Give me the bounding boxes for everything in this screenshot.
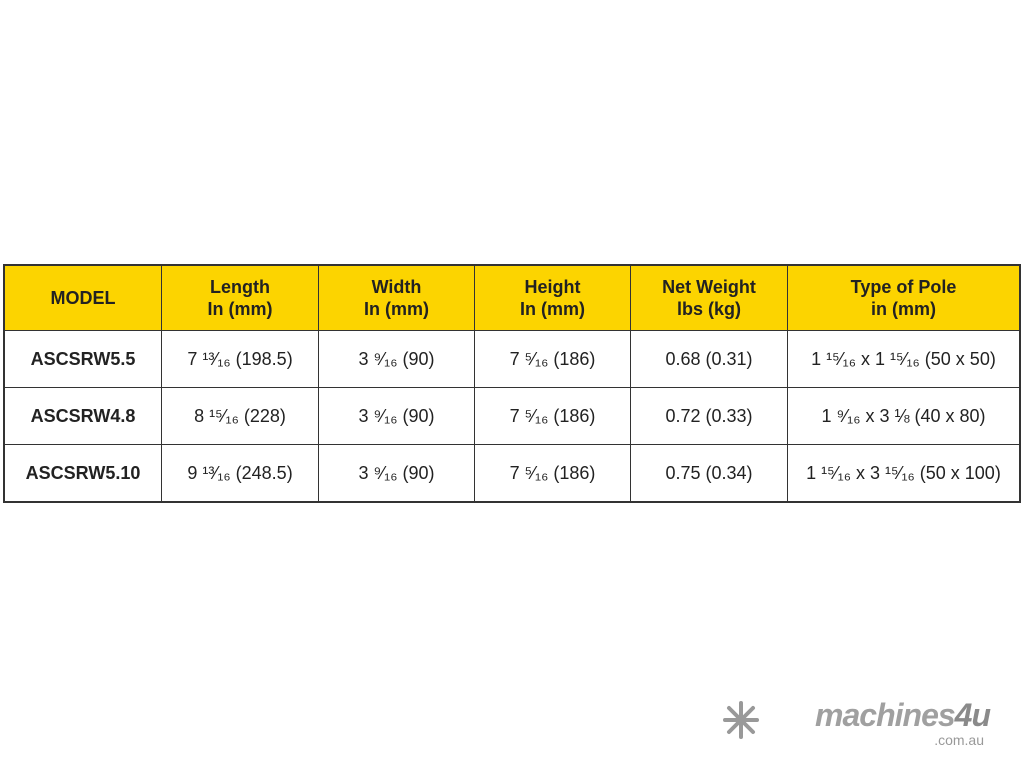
header-label: Width (371, 277, 422, 297)
brand-text-block: machines4u .com.au (762, 697, 991, 748)
header-label: Type of Pole (850, 277, 957, 297)
cell-model: ASCSRW5.10 (3, 444, 162, 503)
cell-weight: 0.75 (0.34) (630, 444, 788, 503)
header-length: Length In (mm) (161, 264, 319, 331)
cell-height: 7 ⁵⁄₁₆ (186) (474, 387, 631, 445)
machines4u-watermark: machines4u .com.au (722, 698, 992, 750)
cell-length: 9 ¹³⁄₁₆ (248.5) (161, 444, 319, 503)
header-width: Width In (mm) (318, 264, 475, 331)
snowflake-logo-icon (723, 701, 759, 739)
table-row: ASCSRW5.5 7 ¹³⁄₁₆ (198.5) 3 ⁹⁄₁₆ (90) 7 … (3, 330, 1021, 388)
cell-height: 7 ⁵⁄₁₆ (186) (474, 444, 631, 503)
cell-model: ASCSRW5.5 (3, 330, 162, 388)
spec-table: MODEL Length In (mm) Width In (mm) Height I… (3, 264, 1021, 503)
header-label: Height (524, 277, 581, 297)
cell-pole: 1 ¹⁵⁄₁₆ x 3 ¹⁵⁄₁₆ (50 x 100) (787, 444, 1021, 503)
cell-width: 3 ⁹⁄₁₆ (90) (318, 444, 475, 503)
header-model: MODEL (3, 264, 162, 331)
cell-pole: 1 ⁹⁄₁₆ x 3 ⅛ (40 x 80) (787, 387, 1021, 445)
brand-domain: .com.au (934, 732, 984, 748)
brand-name: machines4u (815, 697, 991, 733)
header-unit: In (mm) (364, 299, 429, 319)
cell-weight: 0.68 (0.31) (630, 330, 788, 388)
cell-pole: 1 ¹⁵⁄₁₆ x 1 ¹⁵⁄₁₆ (50 x 50) (787, 330, 1021, 388)
cell-width: 3 ⁹⁄₁₆ (90) (318, 330, 475, 388)
cell-weight: 0.72 (0.33) (630, 387, 788, 445)
brand-text: machines (815, 697, 956, 733)
cell-length: 7 ¹³⁄₁₆ (198.5) (161, 330, 319, 388)
cell-width: 3 ⁹⁄₁₆ (90) (318, 387, 475, 445)
header-pole-type: Type of Pole in (mm) (787, 264, 1021, 331)
cell-height: 7 ⁵⁄₁₆ (186) (474, 330, 631, 388)
header-label: Net Weight (662, 277, 756, 297)
table-row: ASCSRW4.8 8 ¹⁵⁄₁₆ (228) 3 ⁹⁄₁₆ (90) 7 ⁵⁄… (3, 387, 1021, 445)
header-unit: In (mm) (520, 299, 585, 319)
header-net-weight: Net Weight lbs (kg) (630, 264, 788, 331)
cell-length: 8 ¹⁵⁄₁₆ (228) (161, 387, 319, 445)
cell-model: ASCSRW4.8 (3, 387, 162, 445)
brand-number: 4u (954, 697, 991, 733)
header-unit: in (mm) (871, 299, 936, 319)
table-row: ASCSRW5.10 9 ¹³⁄₁₆ (248.5) 3 ⁹⁄₁₆ (90) 7… (3, 444, 1021, 503)
header-height: Height In (mm) (474, 264, 631, 331)
header-row: MODEL Length In (mm) Width In (mm) Height I… (3, 264, 1021, 331)
header-label: MODEL (50, 288, 116, 308)
header-unit: In (mm) (207, 299, 273, 319)
header-label: Length (210, 277, 270, 297)
header-unit: lbs (kg) (676, 299, 741, 319)
